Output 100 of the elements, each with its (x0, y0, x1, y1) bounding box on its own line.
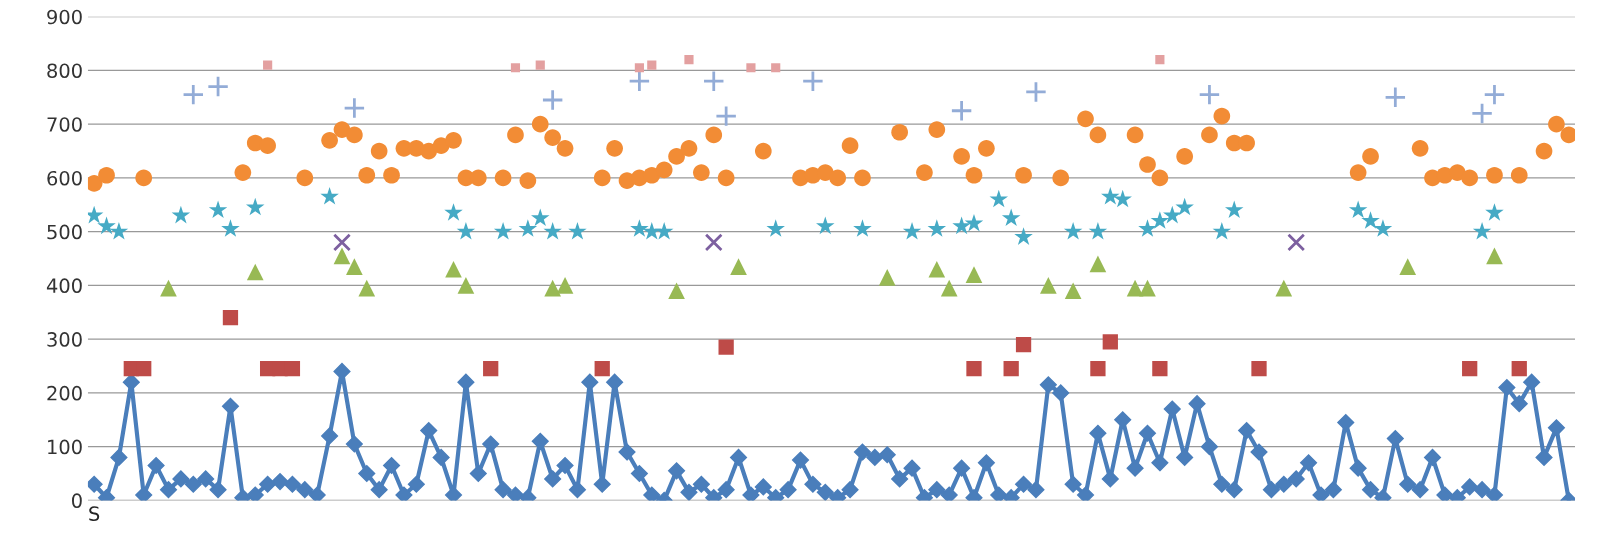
point (1088, 221, 1108, 240)
point (964, 213, 984, 232)
point (1152, 361, 1168, 377)
point (1113, 189, 1132, 208)
point (518, 219, 538, 237)
point (1090, 361, 1106, 377)
point (1155, 55, 1165, 65)
y-tick-label: 700 (47, 117, 82, 132)
point (853, 219, 872, 237)
point (647, 60, 657, 70)
point (246, 263, 264, 281)
point (1024, 80, 1048, 104)
point (1198, 83, 1221, 106)
point (1472, 221, 1492, 240)
point (263, 60, 273, 70)
point (1150, 211, 1170, 229)
y-tick-label: 900 (47, 9, 82, 25)
point (1139, 279, 1156, 297)
point (136, 361, 152, 377)
point (1251, 361, 1267, 377)
point (221, 219, 240, 237)
point (684, 55, 694, 65)
point (333, 247, 351, 265)
point (556, 277, 574, 294)
point (704, 233, 723, 252)
point (206, 75, 230, 98)
point (718, 339, 734, 355)
point (1014, 227, 1033, 245)
point (1486, 247, 1503, 265)
point (628, 70, 651, 93)
point (1224, 200, 1244, 219)
point (1470, 102, 1494, 125)
point (1361, 211, 1380, 229)
point (320, 187, 339, 205)
y-tick-label: 600 (47, 170, 82, 186)
point (1483, 83, 1506, 106)
y-tick-label: 500 (47, 224, 82, 240)
point (222, 310, 239, 326)
point (654, 221, 674, 240)
point (1399, 258, 1417, 275)
y-tick-label: 200 (47, 385, 82, 401)
point (1003, 361, 1019, 377)
point (1462, 361, 1478, 377)
point (1373, 219, 1393, 237)
point (1064, 282, 1082, 300)
point (1015, 336, 1032, 353)
point (544, 279, 561, 297)
point (284, 361, 301, 377)
y-tick-label: 0 (71, 493, 82, 509)
point (634, 63, 644, 73)
point (771, 63, 781, 73)
y-tick-label: 300 (47, 332, 82, 347)
point (109, 221, 129, 240)
point (97, 216, 116, 235)
point (594, 361, 610, 377)
point (1101, 187, 1120, 205)
point (927, 219, 947, 237)
point (766, 219, 785, 237)
point (1102, 334, 1118, 350)
point (1040, 277, 1057, 294)
point (965, 266, 983, 283)
point (543, 221, 562, 240)
point (457, 277, 475, 294)
point (1287, 233, 1306, 252)
point (510, 63, 521, 73)
point (568, 221, 587, 240)
x-axis-title: S (89, 506, 100, 522)
y-tick-label: 800 (47, 63, 82, 79)
point (702, 70, 725, 93)
point (445, 260, 462, 278)
point (1384, 86, 1407, 109)
point (989, 189, 1009, 208)
point (535, 60, 545, 70)
point (928, 260, 946, 278)
point (1175, 197, 1194, 216)
point (1089, 255, 1107, 273)
point (1001, 208, 1021, 227)
point (816, 216, 835, 235)
point (541, 88, 564, 112)
point (1485, 203, 1504, 221)
point (668, 282, 685, 300)
point (245, 197, 265, 216)
point (730, 258, 747, 275)
point (1063, 221, 1083, 240)
point (346, 258, 363, 275)
point (1138, 219, 1157, 237)
point (966, 361, 982, 377)
point (715, 105, 738, 128)
point (801, 70, 824, 93)
point (630, 219, 649, 237)
point (343, 96, 366, 120)
point (182, 83, 205, 106)
point (493, 221, 513, 240)
y-tick-label: 400 (46, 278, 82, 294)
point (1348, 200, 1368, 219)
point (1511, 361, 1527, 377)
point (332, 233, 352, 252)
point (902, 221, 922, 240)
point (444, 203, 463, 221)
point (456, 221, 476, 240)
